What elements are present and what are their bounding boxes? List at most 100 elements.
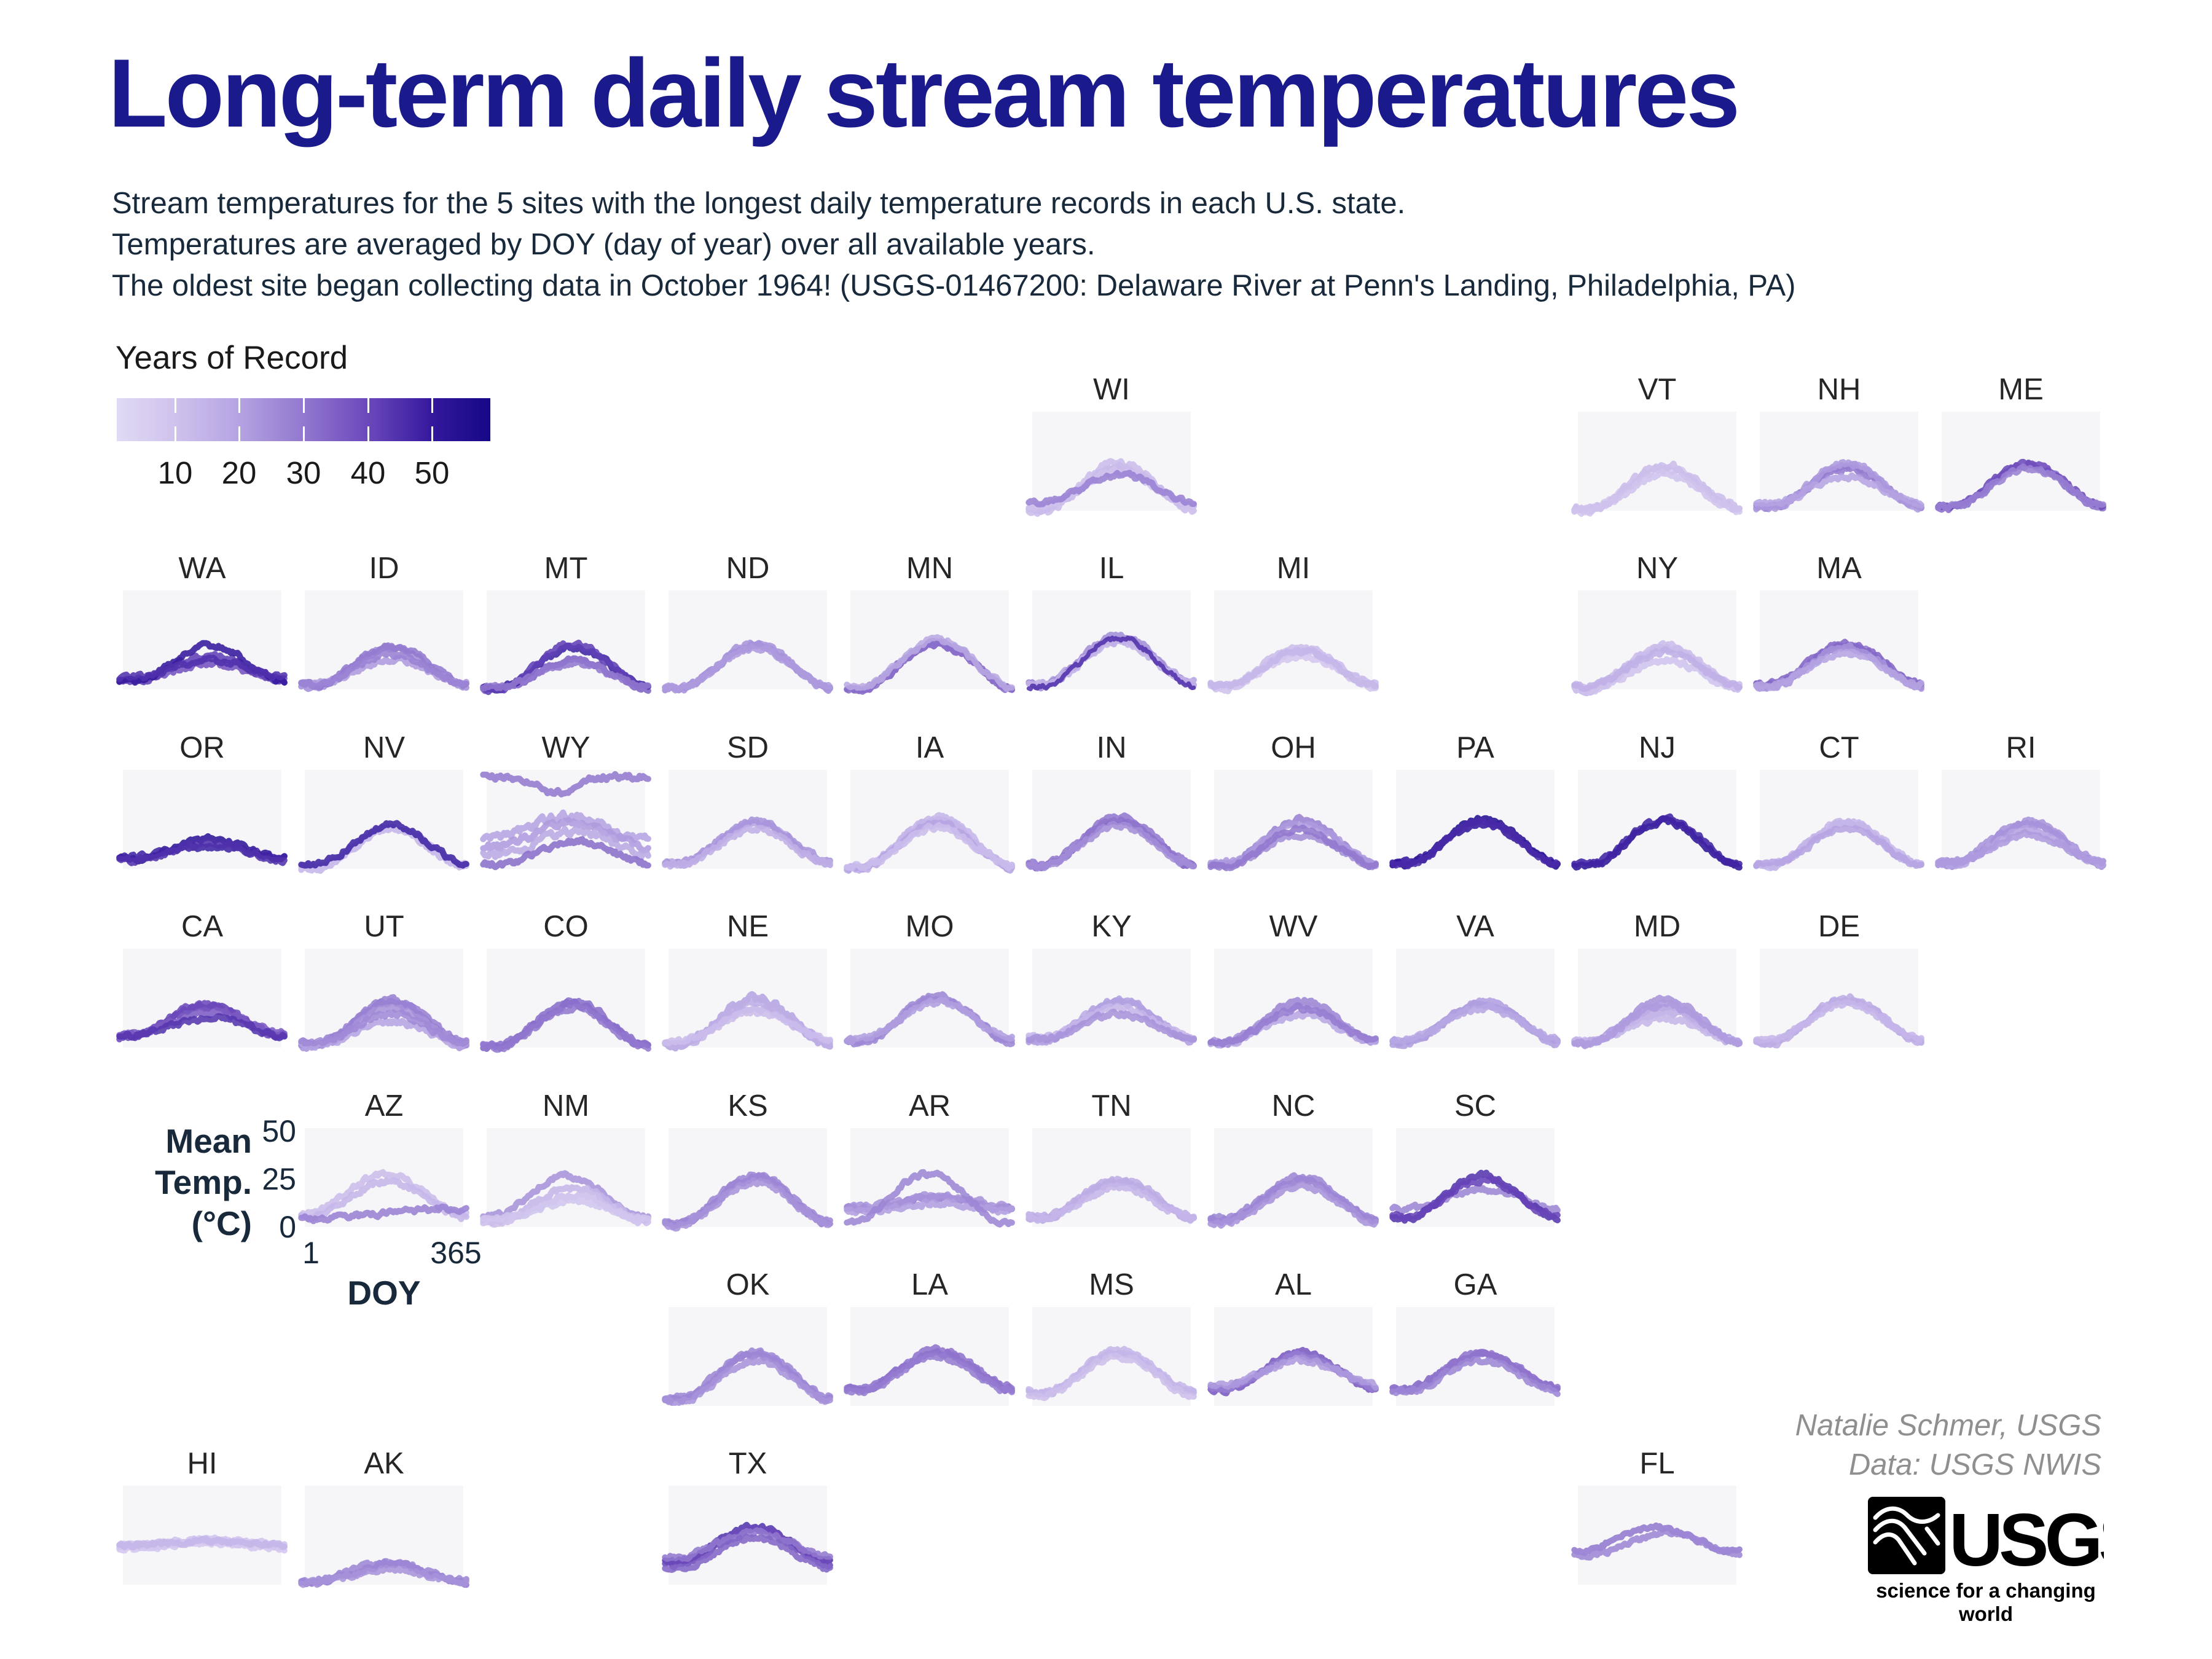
state-tile-NY (1571, 590, 1743, 697)
temperature-series (480, 771, 651, 798)
temperature-series (298, 1203, 469, 1225)
legend-notch (303, 398, 305, 413)
state-label-PA: PA (1456, 731, 1494, 764)
state-tile-CO (480, 949, 651, 1053)
temperature-series (844, 1352, 1015, 1397)
state-label-NY: NY (1636, 552, 1679, 585)
legend-notch (367, 426, 369, 441)
state-tile-SD (662, 770, 833, 870)
state-tile-NC (1207, 1128, 1379, 1229)
temperature-curves-AZ (298, 1169, 469, 1225)
temperature-series (1753, 825, 1924, 869)
state-tile-TN (1026, 1128, 1197, 1227)
state-label-CT: CT (1819, 731, 1859, 764)
credits: Natalie Schmer, USGS Data: USGS NWIS (1548, 1406, 2101, 1484)
temperature-curves-NC (1207, 1172, 1379, 1229)
temperature-series (662, 1527, 833, 1562)
x-tick-365: 365 (430, 1236, 482, 1270)
temperature-curves-OK (662, 1347, 833, 1406)
legend-notch (431, 426, 433, 441)
state-tile-NE (662, 949, 833, 1052)
state-tile-ND (662, 590, 833, 694)
state-label-AZ: AZ (364, 1089, 404, 1123)
temperature-curves-ID (298, 642, 469, 692)
temperature-series (662, 1008, 833, 1047)
state-tile-AK (298, 1486, 469, 1588)
temperature-curves-MT (480, 640, 651, 696)
state-tile-OH (1207, 770, 1379, 871)
state-tile-TX (662, 1486, 833, 1585)
temperature-series (1753, 999, 1924, 1045)
temperature-curves-OH (1207, 814, 1379, 871)
temperature-series (1571, 646, 1743, 692)
state-label-MT: MT (544, 552, 588, 585)
state-label-AR: AR (908, 1089, 951, 1123)
state-tile-MA (1753, 590, 1924, 692)
temperature-curves-NH (1753, 459, 1924, 513)
temperature-series (1753, 648, 1924, 691)
state-tile-VT (1571, 412, 1743, 517)
temperature-curves-NV (298, 820, 469, 874)
state-label-ME: ME (1998, 373, 2044, 406)
temperature-series (298, 1009, 469, 1047)
state-label-GA: GA (1453, 1268, 1497, 1301)
state-tile-KY (1026, 949, 1197, 1048)
usgs-wave-icon (1873, 1506, 1940, 1566)
temperature-curves-LA (844, 1344, 1015, 1397)
legend-notch (367, 398, 369, 413)
legend-notch (175, 426, 176, 441)
state-tile-AL (1207, 1307, 1379, 1406)
temperature-series (1026, 469, 1197, 508)
temperature-series (1026, 635, 1196, 691)
state-tile-OR (116, 770, 288, 869)
temperature-series (116, 654, 288, 683)
temperature-curves-MO (844, 991, 1015, 1048)
legend-notch (238, 398, 240, 413)
temperature-series (1207, 1355, 1379, 1391)
state-tile-CA (116, 949, 288, 1048)
state-label-VA: VA (1456, 910, 1494, 943)
temperature-curves-GA (1389, 1349, 1561, 1397)
state-label-RI: RI (2006, 731, 2036, 764)
state-tile-RI (1935, 770, 2106, 870)
temperature-series (844, 1169, 1015, 1228)
legend-tick-label: 10 (157, 455, 193, 490)
temperature-curves-WV (1207, 997, 1379, 1049)
state-tile-OK (662, 1307, 833, 1406)
temperature-series (116, 1013, 288, 1041)
legend-notch (238, 426, 240, 441)
state-label-OR: OR (179, 731, 225, 764)
temperature-series (662, 1357, 833, 1406)
state-label-IL: IL (1099, 552, 1124, 585)
page-title: Long-term daily stream temperatures (108, 39, 1740, 147)
temperature-series (1571, 813, 1743, 868)
state-label-SD: SD (726, 731, 769, 764)
temperature-curves-CA (116, 1000, 288, 1043)
state-label-MS: MS (1089, 1268, 1134, 1301)
state-label-CA: CA (181, 910, 224, 943)
legend-tick-label: 50 (414, 455, 450, 490)
temperature-curves-MI (1207, 644, 1379, 694)
temperature-series (1389, 1355, 1561, 1397)
state-tile-LA (844, 1307, 1015, 1406)
state-label-OH: OH (1271, 731, 1316, 764)
temperature-curves-HI (116, 1534, 288, 1554)
state-label-MO: MO (905, 910, 954, 943)
temperature-curves-SD (662, 816, 833, 870)
state-tile-VA (1389, 949, 1561, 1049)
state-label-ND: ND (726, 552, 770, 585)
state-tile-ME (1935, 412, 2106, 514)
temperature-series (480, 836, 651, 871)
state-tile-CT (1753, 770, 1924, 871)
state-label-SC: SC (1454, 1089, 1497, 1123)
state-label-WV: WV (1269, 910, 1318, 943)
state-tile-NJ (1571, 770, 1743, 871)
temperature-series (480, 817, 651, 853)
temperature-curves-NM (480, 1170, 651, 1228)
state-label-OK: OK (726, 1268, 770, 1301)
state-tile-IL (1026, 590, 1197, 692)
temperature-series (1753, 472, 1924, 508)
state-tile-SC (1389, 1128, 1561, 1227)
legend-title: Years of Record (116, 340, 348, 376)
temperature-curves-NE (662, 990, 833, 1052)
